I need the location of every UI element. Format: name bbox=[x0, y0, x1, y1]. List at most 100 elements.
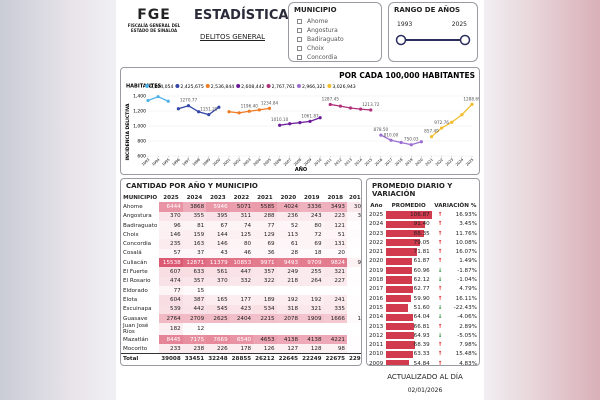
updated-label: ACTUALIZADO AL DÍA bbox=[387, 373, 463, 381]
cell: 255 bbox=[300, 267, 324, 277]
cell: 96 bbox=[159, 220, 183, 231]
average-value: 68.39 bbox=[413, 342, 430, 349]
data-label: 1270.77 bbox=[180, 98, 198, 103]
cell: 81 bbox=[182, 220, 207, 231]
average-cell: 68.39 bbox=[385, 340, 432, 349]
cell: 146 bbox=[206, 239, 230, 249]
filter-option[interactable]: Choix bbox=[289, 44, 381, 53]
municipio-name: Mocorito bbox=[123, 345, 148, 352]
filter-option[interactable]: Concordia bbox=[289, 53, 381, 62]
cell: 264 bbox=[300, 276, 324, 286]
range-start: 1993 bbox=[397, 21, 413, 28]
variation-value: 1.49% bbox=[459, 258, 477, 265]
variation-cell: ↑ 11.76% bbox=[432, 229, 479, 238]
table-row: Choix 14615914412512911372517 bbox=[121, 230, 361, 240]
average-bar bbox=[385, 248, 417, 256]
cell bbox=[230, 286, 253, 295]
cell: 189 bbox=[253, 295, 277, 305]
range-slider[interactable] bbox=[389, 31, 479, 51]
year-cell: 2010 bbox=[369, 351, 384, 358]
average-bar bbox=[385, 267, 412, 275]
checkbox bbox=[297, 46, 302, 51]
year-cell: 2012 bbox=[369, 332, 384, 339]
municipio-filter[interactable]: MUNICIPIO Ahome Angostura Badiraguato Choix… bbox=[288, 2, 382, 62]
column-header: MUNICIPIO bbox=[123, 194, 158, 201]
table-row: Cosalá 57 37 43 46 36 28 18 20 bbox=[121, 248, 361, 259]
table-row: 2018 62.12 ↓ -1.04% bbox=[367, 275, 479, 284]
trend-arrow: ↑ bbox=[437, 342, 443, 349]
year-range[interactable]: RANGO DE AÑOS 1993 2025 bbox=[388, 2, 478, 62]
table-row: Elota6043871651771891921922412 bbox=[121, 295, 361, 305]
range-title: RANGO DE AÑOS bbox=[394, 6, 461, 14]
cell: 5585 bbox=[253, 202, 277, 212]
data-point bbox=[227, 110, 231, 114]
data-label: 972.76 bbox=[434, 120, 449, 125]
table-title: PROMEDIO DIARIO Y VARIACIÓN bbox=[372, 182, 453, 198]
x-tick-label: 2019 bbox=[404, 157, 414, 167]
y-tick-label: 600 bbox=[137, 154, 146, 160]
average-bar bbox=[385, 360, 410, 365]
legend-title: HABITANTES bbox=[126, 84, 162, 90]
variation-cell: ↑ 10.08% bbox=[432, 238, 479, 247]
average-value: 64.93 bbox=[413, 332, 430, 339]
x-tick-label: 2023 bbox=[445, 158, 454, 167]
average-cell: 62.77 bbox=[385, 285, 432, 294]
cell: 370 bbox=[159, 211, 183, 221]
x-tick-label: 2011 bbox=[323, 158, 332, 167]
slider-handle[interactable] bbox=[395, 34, 407, 46]
x-tick-label: 2009 bbox=[303, 157, 313, 167]
cell: 5946 bbox=[206, 202, 230, 212]
table-row: 2025 106.87 ↑ 16.93% bbox=[367, 210, 479, 219]
cell: 2 bbox=[347, 277, 361, 286]
filter-option[interactable]: Badiraguato bbox=[289, 35, 381, 44]
legend-label: 2,425,675 bbox=[180, 84, 203, 90]
variation-cell: ↑ 16.93% bbox=[432, 210, 479, 219]
cell: 311 bbox=[229, 211, 254, 221]
cell: 633 bbox=[182, 267, 207, 277]
cell: 129 bbox=[253, 230, 277, 240]
chart-title: POR CADA 100,000 HABITANTES bbox=[339, 71, 475, 80]
data-point bbox=[298, 121, 302, 125]
cell: 72 bbox=[300, 230, 324, 240]
municipio-table: MUNICIPIO 2025 2024 2023 2022 2021 2020 2019 201… bbox=[121, 193, 361, 364]
average-bar bbox=[385, 285, 413, 293]
average-cell: 66.81 bbox=[385, 322, 432, 331]
cell: 182 bbox=[159, 323, 183, 336]
legend-label: 2,204,054 bbox=[150, 84, 173, 90]
cell: 128 bbox=[300, 344, 324, 354]
average-cell: 91.40 bbox=[385, 220, 432, 229]
filter-option[interactable]: Ahome bbox=[289, 17, 381, 26]
variation-cell: ↑ 16.11% bbox=[432, 294, 479, 303]
municipio-name: Mazatlán bbox=[123, 336, 149, 343]
x-axis-title: AÑO bbox=[295, 166, 307, 173]
data-point bbox=[348, 106, 353, 110]
municipio-name: Ahome bbox=[123, 203, 143, 210]
cell: 321 bbox=[300, 304, 324, 314]
x-tick-label: 2006 bbox=[273, 157, 283, 167]
filter-option[interactable]: Angostura bbox=[289, 26, 381, 35]
y-tick-label: 1,000 bbox=[133, 124, 146, 130]
x-tick-label: 2010 bbox=[313, 157, 323, 167]
average-bar bbox=[385, 211, 432, 219]
total-cell: 22675 bbox=[323, 353, 347, 364]
average-bar bbox=[385, 313, 414, 321]
cell: 218 bbox=[276, 276, 301, 286]
year-cell: 2015 bbox=[369, 304, 384, 311]
logo-subtitle: FISCALÍA GENERAL DEL ESTADO DE SINALOA bbox=[127, 23, 181, 33]
x-tick-label: 1996 bbox=[171, 157, 181, 167]
average-cell: 63.33 bbox=[385, 350, 432, 359]
cell: 534 bbox=[253, 304, 277, 314]
average-bar bbox=[385, 239, 420, 247]
table-row: Concordia235163146806961691311 bbox=[121, 239, 361, 249]
year-cell: 2025 bbox=[369, 211, 384, 218]
cell: 20 bbox=[324, 249, 347, 258]
cell: 4653 bbox=[253, 335, 277, 345]
slider-handle[interactable] bbox=[459, 34, 471, 46]
average-cell: 71.81 bbox=[385, 247, 432, 256]
cell: 77 bbox=[253, 220, 277, 231]
filter-options: Ahome Angostura Badiraguato Choix Concordia bbox=[289, 17, 381, 62]
data-label: 1196.40 bbox=[241, 103, 259, 108]
cell: 238 bbox=[182, 344, 207, 354]
cell: 18 bbox=[300, 249, 323, 258]
